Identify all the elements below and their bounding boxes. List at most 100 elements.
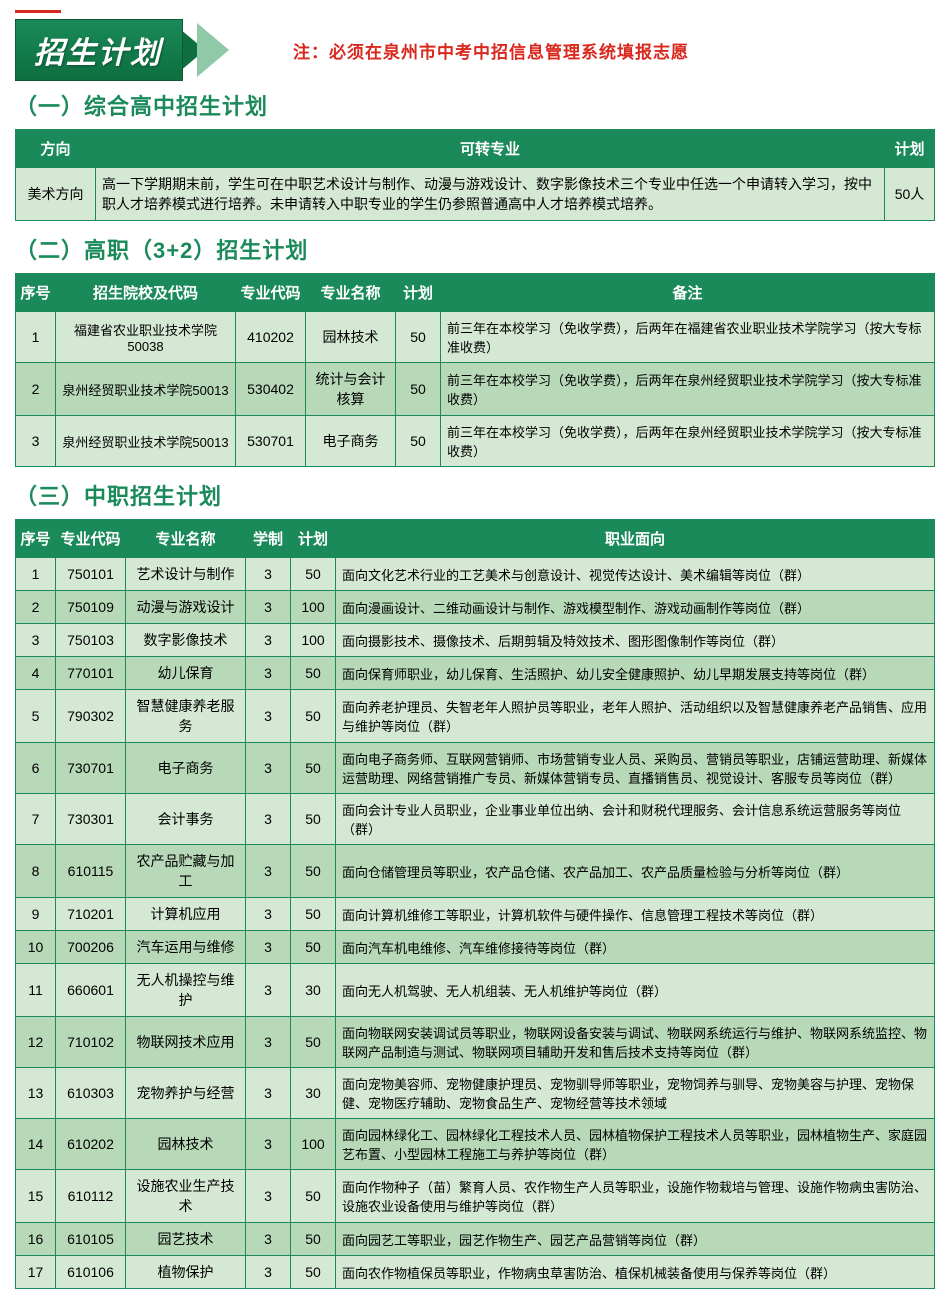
table-row: 13610303宠物养护与经营330面向宠物美容师、宠物健康护理员、宠物驯导师等… [16, 1068, 935, 1119]
cell-career: 面向保育师职业，幼儿保育、生活照护、幼儿安全健康照护、幼儿早期发展支持等岗位（群… [336, 657, 935, 690]
cell-dur: 3 [246, 743, 291, 794]
cell-code: 410202 [236, 312, 306, 363]
table-row: 3750103数字影像技术3100面向摄影技术、摄像技术、后期剪辑及特效技术、图… [16, 624, 935, 657]
cell-major: 设施农业生产技术 [126, 1170, 246, 1223]
cell-plan: 50 [291, 1223, 336, 1256]
cell-career: 面向漫画设计、二维动画设计与制作、游戏模型制作、游戏动画制作等岗位（群） [336, 591, 935, 624]
cell-dur: 3 [246, 845, 291, 898]
cell-dur: 3 [246, 794, 291, 845]
cell-plan: 30 [291, 964, 336, 1017]
cell-no: 13 [16, 1068, 56, 1119]
cell-major: 智慧健康养老服务 [126, 690, 246, 743]
table-row: 12710102物联网技术应用350面向物联网安装调试员等职业，物联网设备安装与… [16, 1017, 935, 1068]
cell-major: 会计事务 [126, 794, 246, 845]
cell-plan: 50 [291, 558, 336, 591]
cell-plan: 50 [396, 312, 441, 363]
cell-dur: 3 [246, 1119, 291, 1170]
cell-major: 统计与会计核算 [306, 363, 396, 416]
table-row: 5790302智慧健康养老服务350面向养老护理员、失智老年人照护员等职业，老年… [16, 690, 935, 743]
cell-major: 园林技术 [126, 1119, 246, 1170]
section3-title: （三）中职招生计划 [15, 479, 935, 511]
table-row: 6730701电子商务350面向电子商务师、互联网营销师、市场营销专业人员、采购… [16, 743, 935, 794]
table-section2: 序号 招生院校及代码 专业代码 专业名称 计划 备注 1福建省农业职业技术学院5… [15, 273, 935, 467]
cell-code: 750101 [56, 558, 126, 591]
cell-plan: 100 [291, 624, 336, 657]
cell-dur: 3 [246, 690, 291, 743]
cell-plan: 50 [291, 845, 336, 898]
cell-career: 面向摄影技术、摄像技术、后期剪辑及特效技术、图形图像制作等岗位（群） [336, 624, 935, 657]
banner-title: 招生计划 [15, 19, 183, 81]
cell-code: 730701 [56, 743, 126, 794]
cell-no: 9 [16, 898, 56, 931]
table-row: 2750109动漫与游戏设计3100面向漫画设计、二维动画设计与制作、游戏模型制… [16, 591, 935, 624]
cell-plan: 30 [291, 1068, 336, 1119]
cell-no: 1 [16, 312, 56, 363]
cell-career: 面向会计专业人员职业，企业事业单位出纳、会计和财税代理服务、会计信息系统运营服务… [336, 794, 935, 845]
cell-dur: 3 [246, 1256, 291, 1289]
cell-code: 530701 [236, 416, 306, 467]
cell-code: 610202 [56, 1119, 126, 1170]
cell-dur: 3 [246, 558, 291, 591]
cell-major: 植物保护 [126, 1256, 246, 1289]
cell-no: 10 [16, 931, 56, 964]
cell-major: 数字影像技术 [126, 624, 246, 657]
cell-plan: 50 [291, 657, 336, 690]
cell-code: 610303 [56, 1068, 126, 1119]
cell-major: 动漫与游戏设计 [126, 591, 246, 624]
cell-code: 610115 [56, 845, 126, 898]
section1-title: （一）综合高中招生计划 [15, 89, 935, 121]
table-row: 9710201计算机应用350面向计算机维修工等职业，计算机软件与硬件操作、信息… [16, 898, 935, 931]
cell-no: 1 [16, 558, 56, 591]
col-school: 招生院校及代码 [56, 274, 236, 312]
cell-code: 530402 [236, 363, 306, 416]
table-row: 14610202园林技术3100面向园林绿化工、园林绿化工程技术人员、园林植物保… [16, 1119, 935, 1170]
cell-code: 710201 [56, 898, 126, 931]
col-remark: 备注 [441, 274, 935, 312]
cell-major: 物联网技术应用 [126, 1017, 246, 1068]
table-row: 7730301会计事务350面向会计专业人员职业，企业事业单位出纳、会计和财税代… [16, 794, 935, 845]
cell-code: 790302 [56, 690, 126, 743]
cell-no: 2 [16, 363, 56, 416]
cell-direction: 美术方向 [16, 168, 96, 221]
cell-no: 16 [16, 1223, 56, 1256]
col-major: 专业名称 [306, 274, 396, 312]
cell-dur: 3 [246, 931, 291, 964]
cell-plan: 50 [291, 743, 336, 794]
cell-no: 11 [16, 964, 56, 1017]
cell-school: 泉州经贸职业技术学院50013 [56, 363, 236, 416]
cell-major: 电子商务 [306, 416, 396, 467]
cell-remark: 前三年在本校学习（免收学费），后两年在泉州经贸职业技术学院学习（按大专标准收费） [441, 363, 935, 416]
cell-plan: 50 [291, 1170, 336, 1223]
cell-dur: 3 [246, 657, 291, 690]
cell-major: 无人机操控与维护 [126, 964, 246, 1017]
cell-dur: 3 [246, 1068, 291, 1119]
cell-no: 7 [16, 794, 56, 845]
col-code: 专业代码 [236, 274, 306, 312]
cell-major: 计算机应用 [126, 898, 246, 931]
cell-no: 4 [16, 657, 56, 690]
table-row: 8610115农产品贮藏与加工350面向仓储管理员等职业，农产品仓储、农产品加工… [16, 845, 935, 898]
cell-major: 宠物养护与经营 [126, 1068, 246, 1119]
cell-plan: 100 [291, 1119, 336, 1170]
cell-remark: 前三年在本校学习（免收学费），后两年在福建省农业职业技术学院学习（按大专标准收费… [441, 312, 935, 363]
note-text: 注：必须在泉州市中考中招信息管理系统填报志愿 [293, 38, 689, 63]
cell-career: 面向汽车机电维修、汽车维修接待等岗位（群） [336, 931, 935, 964]
table-section1: 方向 可转专业 计划 美术方向高一下学期期末前，学生可在中职艺术设计与制作、动漫… [15, 129, 935, 221]
cell-no: 2 [16, 591, 56, 624]
cell-plan: 50 [396, 416, 441, 467]
title-banner: 招生计划 注：必须在泉州市中考中招信息管理系统填报志愿 [15, 23, 935, 77]
cell-major: 幼儿保育 [126, 657, 246, 690]
table-row: 1750101艺术设计与制作350面向文化艺术行业的工艺美术与创意设计、视觉传达… [16, 558, 935, 591]
cell-code: 610112 [56, 1170, 126, 1223]
table-row: 17610106植物保护350面向农作物植保员等职业，作物病虫草害防治、植保机械… [16, 1256, 935, 1289]
cell-no: 3 [16, 624, 56, 657]
cell-plan: 50人 [885, 168, 935, 221]
cell-career: 面向作物种子（苗）繁育人员、农作物生产人员等职业，设施作物栽培与管理、设施作物病… [336, 1170, 935, 1223]
cell-code: 660601 [56, 964, 126, 1017]
cell-plan: 50 [291, 794, 336, 845]
cell-code: 700206 [56, 931, 126, 964]
table-section3: 序号 专业代码 专业名称 学制 计划 职业面向 1750101艺术设计与制作35… [15, 519, 935, 1289]
cell-dur: 3 [246, 1223, 291, 1256]
cell-no: 6 [16, 743, 56, 794]
table-row: 10700206汽车运用与维修350面向汽车机电维修、汽车维修接待等岗位（群） [16, 931, 935, 964]
